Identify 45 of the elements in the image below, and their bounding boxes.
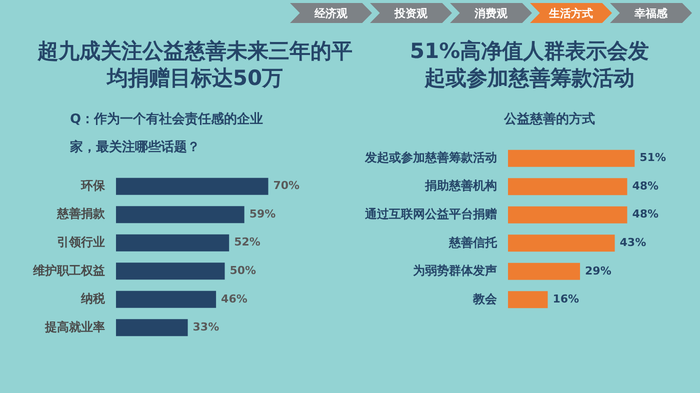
bar — [508, 291, 548, 308]
bar — [116, 262, 225, 280]
chart-subtitle: Q：作为一个有社会责任感的企业家，最关注哪些话题？ — [70, 110, 264, 157]
data-label: 29% — [585, 264, 612, 278]
data-label: 51% — [640, 151, 666, 164]
data-label: 50% — [230, 264, 256, 277]
y-tick-label: 环保 — [80, 178, 106, 192]
y-tick-label: 引领行业 — [57, 234, 105, 249]
data-label: 52% — [234, 236, 260, 249]
chart-title: 超九成关注公益慈善未来三年的平均捐赠目标达50万 — [36, 38, 354, 92]
data-label: 43% — [620, 236, 646, 249]
data-label: 70% — [273, 179, 300, 192]
y-tick-label: 为弱势群体发声 — [413, 264, 497, 278]
y-tick-label: 维护职工权益 — [32, 263, 105, 278]
data-label: 16% — [552, 292, 580, 306]
bar — [508, 234, 615, 252]
y-tick-label: 提高就业率 — [44, 320, 105, 334]
bar — [508, 150, 635, 167]
bar — [116, 206, 244, 224]
text: 消费观 — [450, 3, 532, 23]
y-tick-label: 通过互联网公益平台捐赠 — [364, 206, 497, 221]
data-label: 46% — [221, 292, 248, 306]
text: 生活方式 — [530, 3, 612, 23]
y-tick-label: 教会 — [472, 292, 498, 306]
chart-subtitle: 公益慈善的方式 — [502, 110, 596, 129]
text: 投资观 — [370, 3, 452, 23]
bar — [116, 178, 268, 195]
bar — [508, 178, 628, 196]
data-label: 59% — [249, 207, 276, 220]
bar — [508, 206, 628, 224]
text: 幸福感 — [610, 3, 692, 23]
y-tick-label: 慈善信托 — [448, 235, 498, 250]
y-tick-label: 发起或参加慈善筹款活动 — [364, 150, 497, 164]
data-label: 48% — [632, 179, 659, 192]
y-tick-label: 纳税 — [80, 292, 106, 306]
data-label: 48% — [632, 208, 659, 221]
y-tick-label: 捐助慈善机构 — [424, 178, 497, 193]
text: 经济观 — [290, 3, 372, 23]
data-label: 33% — [192, 320, 220, 334]
bar — [116, 319, 188, 336]
y-tick-label: 慈善捐款 — [56, 206, 106, 221]
bar — [508, 262, 580, 280]
bar — [116, 290, 216, 308]
bar — [116, 234, 230, 252]
chart-title: 51%高净值人群表示会发起或参加慈善筹款活动 — [408, 38, 650, 92]
